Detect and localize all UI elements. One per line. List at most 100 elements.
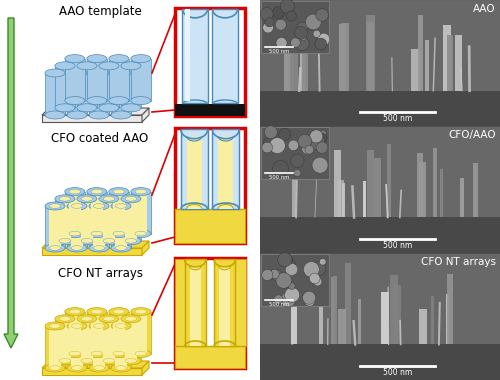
Text: AAO: AAO (474, 4, 496, 14)
Bar (418, 153, 424, 217)
Polygon shape (42, 361, 149, 368)
Ellipse shape (135, 351, 146, 356)
Bar (99, 319, 119, 361)
Circle shape (302, 291, 316, 304)
Bar (418, 15, 423, 91)
Circle shape (280, 0, 294, 13)
Bar (59, 319, 70, 361)
Bar (99, 199, 119, 241)
Circle shape (276, 37, 287, 49)
Bar (219, 267, 230, 346)
Text: CFO/AAO: CFO/AAO (448, 130, 496, 140)
Ellipse shape (135, 189, 146, 194)
Bar (419, 309, 427, 344)
Ellipse shape (131, 188, 151, 196)
Bar (260, 217, 500, 253)
Ellipse shape (121, 315, 141, 323)
Bar (131, 312, 151, 354)
Bar (212, 129, 239, 209)
Bar (342, 183, 345, 217)
Polygon shape (142, 361, 149, 375)
Bar (67, 73, 87, 115)
Bar (392, 285, 401, 344)
Ellipse shape (111, 322, 131, 330)
Ellipse shape (67, 322, 87, 330)
Bar (121, 66, 141, 108)
Ellipse shape (125, 358, 136, 363)
Bar (333, 276, 337, 344)
Bar (381, 293, 388, 344)
Ellipse shape (113, 231, 124, 236)
Ellipse shape (93, 324, 105, 328)
Bar (42, 115, 142, 122)
Bar (77, 319, 97, 361)
Bar (135, 192, 146, 234)
Ellipse shape (45, 322, 65, 330)
Bar (366, 150, 374, 217)
Bar (91, 192, 102, 234)
Circle shape (320, 258, 326, 265)
Circle shape (318, 133, 326, 142)
Bar (374, 158, 381, 217)
Ellipse shape (77, 195, 97, 203)
Ellipse shape (65, 230, 85, 238)
Circle shape (300, 34, 306, 41)
Bar (109, 59, 129, 101)
Bar (338, 24, 346, 91)
Ellipse shape (113, 309, 124, 314)
Circle shape (314, 277, 322, 286)
Bar (115, 326, 127, 368)
Bar (111, 206, 131, 248)
Bar (292, 169, 296, 217)
Bar (260, 126, 500, 253)
Ellipse shape (81, 196, 92, 201)
Bar (109, 312, 129, 354)
Bar (175, 346, 245, 368)
Bar (131, 59, 151, 101)
Bar (77, 199, 97, 241)
Bar (338, 179, 344, 217)
Bar (49, 326, 61, 368)
Ellipse shape (121, 62, 141, 70)
Circle shape (278, 252, 292, 267)
Ellipse shape (135, 309, 146, 314)
Ellipse shape (115, 204, 127, 208)
Ellipse shape (87, 307, 107, 316)
Circle shape (270, 269, 279, 279)
Ellipse shape (67, 364, 87, 372)
Ellipse shape (81, 358, 92, 363)
Bar (447, 35, 453, 91)
Bar (65, 192, 85, 234)
Ellipse shape (113, 189, 124, 194)
FancyArrow shape (4, 18, 18, 348)
Ellipse shape (89, 364, 109, 372)
Ellipse shape (65, 97, 85, 104)
Circle shape (320, 130, 326, 137)
Circle shape (316, 142, 328, 154)
Ellipse shape (131, 307, 151, 316)
Bar (93, 326, 105, 368)
Ellipse shape (55, 357, 75, 365)
Bar (432, 296, 434, 344)
Bar (300, 19, 305, 91)
Ellipse shape (93, 366, 105, 370)
Ellipse shape (89, 111, 109, 119)
Ellipse shape (71, 246, 83, 250)
Ellipse shape (59, 358, 70, 363)
Circle shape (272, 7, 284, 19)
Circle shape (281, 292, 296, 307)
Bar (115, 206, 127, 248)
Bar (260, 344, 500, 380)
Ellipse shape (71, 366, 83, 370)
Text: 500 nm: 500 nm (269, 49, 289, 54)
Ellipse shape (109, 307, 129, 316)
Ellipse shape (91, 351, 102, 356)
Ellipse shape (77, 104, 97, 112)
Circle shape (297, 22, 308, 33)
Bar (425, 40, 429, 91)
Ellipse shape (89, 322, 109, 330)
Bar (81, 199, 92, 241)
Bar (235, 259, 246, 346)
Bar (260, 91, 500, 126)
Bar (42, 248, 142, 255)
